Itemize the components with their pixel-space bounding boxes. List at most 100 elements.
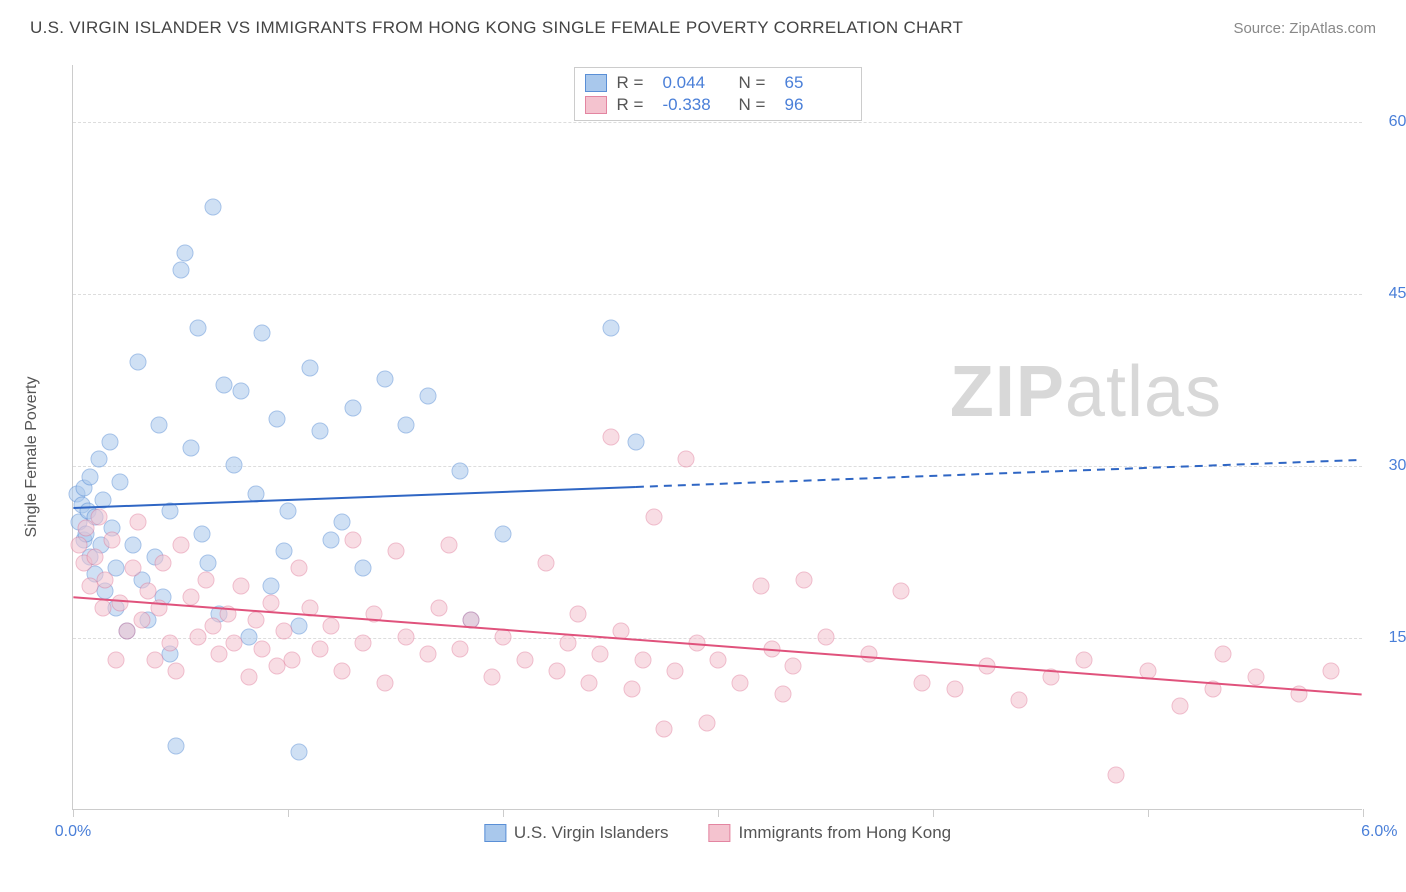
data-point — [1011, 692, 1028, 709]
data-point — [226, 634, 243, 651]
legend-row: R =-0.338N =96 — [585, 94, 851, 116]
data-point — [731, 674, 748, 691]
data-point — [168, 663, 185, 680]
data-point — [946, 680, 963, 697]
data-point — [1247, 669, 1264, 686]
watermark: ZIPatlas — [950, 351, 1222, 433]
data-point — [548, 663, 565, 680]
data-point — [280, 503, 297, 520]
data-point — [688, 634, 705, 651]
data-point — [155, 554, 172, 571]
data-point — [290, 743, 307, 760]
data-point — [118, 623, 135, 640]
data-point — [312, 422, 329, 439]
data-point — [710, 652, 727, 669]
data-point — [753, 577, 770, 594]
data-point — [254, 325, 271, 342]
data-point — [247, 611, 264, 628]
chart-title: U.S. VIRGIN ISLANDER VS IMMIGRANTS FROM … — [30, 18, 963, 38]
data-point — [376, 674, 393, 691]
legend-label: U.S. Virgin Islanders — [514, 823, 669, 843]
data-point — [200, 554, 217, 571]
data-point — [146, 652, 163, 669]
data-point — [183, 588, 200, 605]
data-point — [176, 245, 193, 262]
data-point — [112, 594, 129, 611]
data-point — [774, 686, 791, 703]
data-point — [419, 646, 436, 663]
header: U.S. VIRGIN ISLANDER VS IMMIGRANTS FROM … — [0, 0, 1406, 46]
data-point — [90, 451, 107, 468]
data-point — [312, 640, 329, 657]
data-point — [204, 199, 221, 216]
data-point — [581, 674, 598, 691]
data-point — [376, 371, 393, 388]
data-point — [194, 525, 211, 542]
data-point — [254, 640, 271, 657]
legend-row: R =0.044N =65 — [585, 72, 851, 94]
data-point — [323, 617, 340, 634]
data-point — [269, 411, 286, 428]
data-point — [624, 680, 641, 697]
data-point — [1172, 697, 1189, 714]
data-point — [204, 617, 221, 634]
data-point — [602, 428, 619, 445]
data-point — [559, 634, 576, 651]
data-point — [570, 606, 587, 623]
data-point — [1290, 686, 1307, 703]
data-point — [699, 715, 716, 732]
data-point — [892, 583, 909, 600]
data-point — [151, 417, 168, 434]
data-point — [232, 382, 249, 399]
data-point — [211, 646, 228, 663]
data-point — [1215, 646, 1232, 663]
data-point — [82, 468, 99, 485]
data-point — [275, 543, 292, 560]
data-point — [275, 623, 292, 640]
data-point — [103, 531, 120, 548]
source-label: Source: ZipAtlas.com — [1233, 20, 1376, 37]
data-point — [656, 720, 673, 737]
data-point — [333, 514, 350, 531]
data-point — [198, 571, 215, 588]
data-point — [398, 417, 415, 434]
data-point — [108, 652, 125, 669]
data-point — [125, 537, 142, 554]
gridline — [73, 638, 1362, 639]
data-point — [1140, 663, 1157, 680]
data-point — [355, 560, 372, 577]
x-tick — [1148, 809, 1149, 817]
data-point — [495, 629, 512, 646]
x-tick — [288, 809, 289, 817]
data-point — [387, 543, 404, 560]
data-point — [914, 674, 931, 691]
data-point — [538, 554, 555, 571]
data-point — [860, 646, 877, 663]
data-point — [978, 657, 995, 674]
data-point — [333, 663, 350, 680]
data-point — [452, 640, 469, 657]
data-point — [247, 485, 264, 502]
data-point — [1075, 652, 1092, 669]
data-point — [355, 634, 372, 651]
data-point — [290, 560, 307, 577]
data-point — [301, 359, 318, 376]
data-point — [495, 525, 512, 542]
data-point — [323, 531, 340, 548]
data-point — [215, 376, 232, 393]
data-point — [172, 537, 189, 554]
data-point — [634, 652, 651, 669]
data-point — [183, 439, 200, 456]
data-point — [262, 577, 279, 594]
y-axis-label: Single Female Poverty — [23, 376, 41, 537]
legend-swatch — [585, 74, 607, 92]
y-tick-label: 30.0% — [1389, 457, 1406, 475]
data-point — [140, 583, 157, 600]
data-point — [151, 600, 168, 617]
data-point — [398, 629, 415, 646]
data-point — [133, 611, 150, 628]
gridline — [73, 294, 1362, 295]
gridline — [73, 122, 1362, 123]
y-tick-label: 15.0% — [1389, 629, 1406, 647]
data-point — [645, 508, 662, 525]
